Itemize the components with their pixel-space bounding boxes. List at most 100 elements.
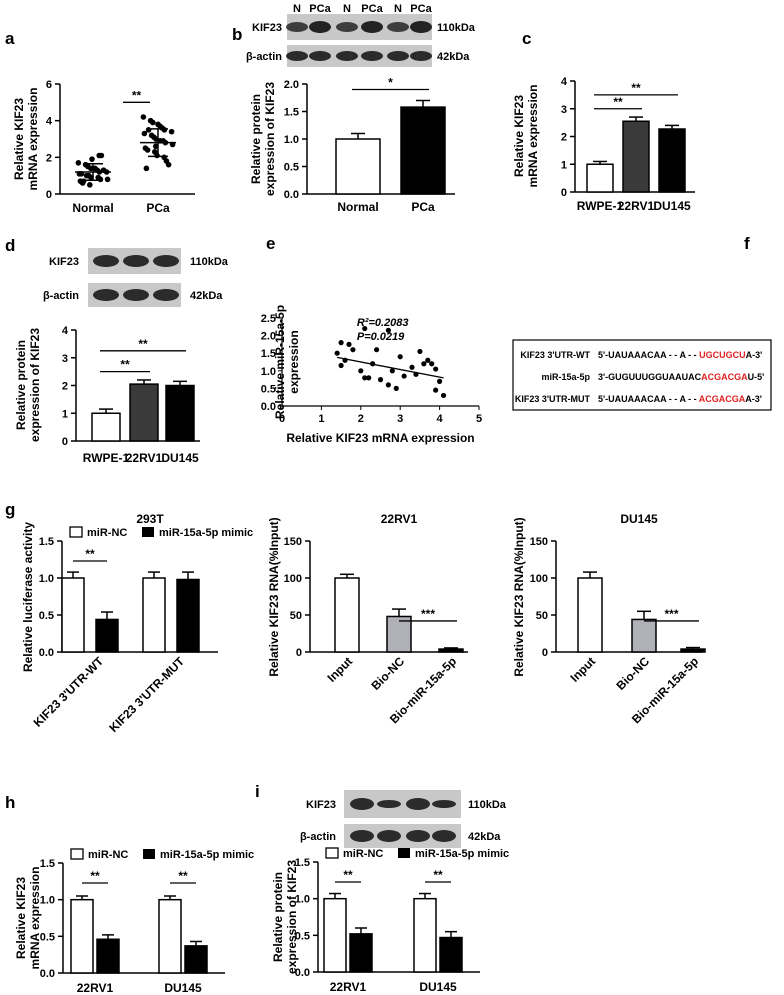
y-axis-label-line: mRNA expression	[526, 85, 540, 188]
y-axis-label-line: Relative protein	[249, 94, 263, 184]
y-axis-label-line: expression of KIF23	[285, 860, 299, 974]
x-tick-label: 5	[476, 413, 482, 425]
legend-label: miR-NC	[343, 848, 383, 860]
x-category-label: 22RV1	[77, 981, 114, 995]
sequence-alignment-box: KIF23 3'UTR-WT 5'-UAUAAACAA - - A - - UGC…	[512, 339, 772, 411]
x-category-label: PCa	[146, 201, 170, 215]
legend-swatch-mir-nc	[70, 848, 84, 860]
chart-panel-c: 0 1 2 3 4 Relative KIF23mRNA expression RWPE-1…	[512, 76, 695, 213]
y-tick-label: 6	[46, 79, 52, 91]
scatter-point	[98, 152, 105, 159]
bar-mir-nc	[413, 897, 437, 973]
bar	[400, 106, 446, 195]
kif23-band	[361, 21, 383, 33]
chart-panel-d: 0 1 2 3 4 Relative proteinexpression of KIF23…	[14, 325, 200, 465]
y-tick-label: 1	[62, 408, 68, 420]
x-category-label: Bio-NC	[368, 654, 407, 693]
blot-kda-label: 42kDa	[190, 290, 223, 302]
bar-mir-15a-5p-mimic	[95, 618, 119, 653]
significance-label: **	[433, 868, 443, 882]
panel-label-g: g	[5, 500, 15, 519]
scatter-point	[338, 362, 344, 369]
x-category-label: KIF23 3'UTR-MUT	[106, 654, 187, 735]
y-axis-label-line: expression of KIF23	[263, 82, 277, 196]
scatter-point	[97, 176, 104, 183]
scatter-point	[425, 357, 431, 363]
x-category-label: RWPE-1	[577, 199, 624, 213]
scatter-point	[385, 327, 391, 333]
panel-label-d: d	[5, 236, 15, 255]
legend-label: miR-NC	[87, 527, 127, 539]
scatter-point	[362, 325, 368, 332]
y-tick-label: 3	[62, 353, 68, 365]
beta-actin-band	[286, 51, 308, 61]
y-tick-label: 0.5	[40, 931, 55, 943]
y-axis-label-line: Relative miR-15a-5p	[273, 305, 287, 419]
bar	[577, 577, 603, 653]
scatter-point	[350, 347, 356, 353]
scatter-point	[165, 161, 172, 168]
panel-label-b: b	[232, 25, 242, 44]
beta-actin-band	[123, 289, 149, 301]
y-tick-label: 0.5	[295, 930, 310, 942]
scatter-point	[429, 361, 435, 367]
blot-kda-label: 110kDa	[437, 22, 476, 34]
legend-label: miR-15a-5p mimic	[415, 848, 509, 860]
kif23-band	[350, 798, 374, 810]
y-tick-label: 1.5	[40, 858, 55, 870]
beta-actin-band	[336, 51, 358, 61]
bar-mir-15a-5p-mimic	[176, 578, 200, 653]
beta-actin-band	[93, 289, 119, 301]
scatter-point	[104, 176, 111, 183]
panel-label-c: c	[522, 29, 531, 48]
x-category-label: Input	[324, 654, 355, 685]
scatter-point	[334, 350, 340, 356]
x-category-label: DU145	[653, 199, 691, 213]
x-category-label: DU145	[161, 451, 199, 465]
y-axis-label-line: Relative protein	[14, 340, 28, 430]
y-tick-label: 1.0	[261, 366, 276, 378]
y-axis-label: Relative KIF23 RNA(%Input)	[512, 517, 526, 676]
scatter-point	[89, 156, 95, 162]
y-axis-label-line: mRNA expression	[28, 867, 42, 970]
y-axis-label: Relative luciferase activity	[21, 522, 35, 672]
scatter-point	[346, 341, 352, 347]
y-axis-label-line: Relative luciferase activity	[21, 522, 35, 672]
scatter-point	[143, 165, 150, 172]
panel-label-f: f	[744, 234, 750, 253]
chart-title: 293T	[136, 512, 164, 526]
scatter-point	[88, 165, 94, 172]
significance-label: **	[138, 337, 148, 351]
panel-label-i: i	[255, 782, 260, 801]
x-category-label: 22RV1	[126, 451, 163, 465]
sequence-tail: U-5'	[748, 372, 765, 382]
x-tick-label: 3	[397, 413, 403, 425]
y-tick-label: 2	[62, 381, 68, 393]
scatter-point	[417, 348, 423, 355]
y-tick-label: 4	[561, 76, 568, 88]
y-axis-label-line: Relative KIF23	[14, 877, 28, 959]
y-tick-label: 1.0	[295, 894, 310, 906]
sequence-text: 5'-UAUAAACAA - - A - - UGCUGCUA-3'	[598, 350, 762, 360]
y-axis-label-line: expression of KIF23	[28, 328, 42, 442]
y-tick-label: 2.5	[261, 313, 276, 325]
x-tick-label: 4	[437, 413, 444, 425]
bar-mir-15a-5p-mimic	[184, 945, 208, 974]
sequence-row-label: KIF23 3'UTR-WT	[520, 350, 590, 360]
beta-actin-band	[361, 51, 383, 61]
blot-row-label: β-actin	[246, 51, 282, 63]
kif23-band	[153, 255, 179, 267]
scatter-point	[373, 347, 380, 353]
scatter-point	[437, 378, 443, 384]
blot-kda-label: 110kDa	[190, 256, 229, 268]
scatter-point	[145, 127, 152, 133]
x-category-label: 22RV1	[330, 980, 367, 994]
bar	[680, 648, 706, 653]
blot-row-label: KIF23	[49, 256, 79, 268]
lane-label: N	[394, 3, 402, 15]
bar-mir-nc	[61, 577, 85, 653]
bar	[165, 384, 195, 442]
bar	[91, 412, 121, 442]
